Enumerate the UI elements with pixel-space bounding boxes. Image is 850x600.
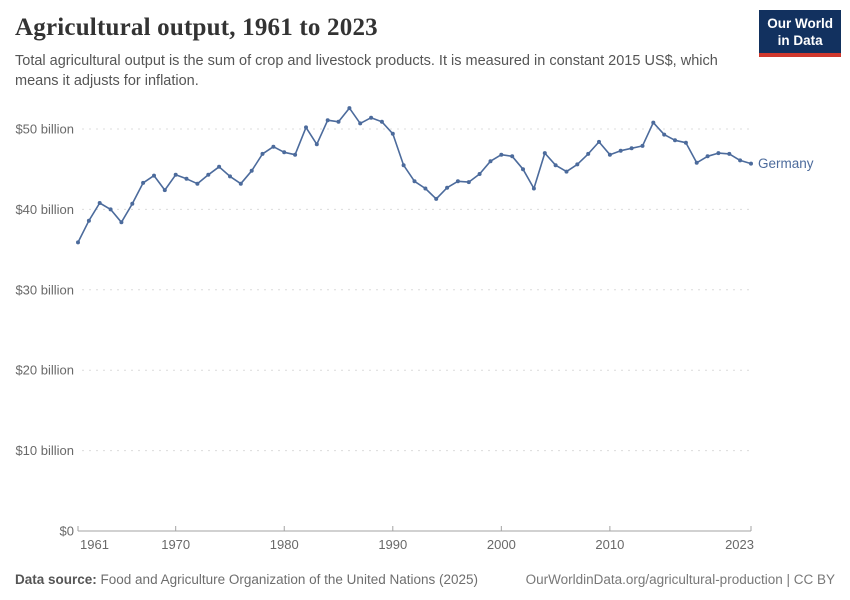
data-point: [542, 151, 547, 156]
data-point: [488, 159, 493, 164]
data-point: [347, 106, 352, 111]
data-point: [217, 164, 222, 169]
data-point: [76, 240, 80, 245]
data-point: [694, 160, 699, 165]
data-point: [184, 176, 189, 181]
data-point: [749, 161, 753, 166]
data-point: [228, 174, 232, 179]
data-point: [119, 220, 124, 225]
y-axis-tick-label: $20 billion: [15, 363, 74, 378]
entity-label-germany: Germany: [758, 156, 814, 171]
data-point: [108, 207, 113, 212]
data-point: [629, 146, 634, 151]
data-point: [727, 151, 732, 156]
data-line-germany: [77, 107, 752, 244]
chart-footer: Data source: Food and Agriculture Organi…: [15, 572, 835, 587]
data-point: [477, 172, 482, 176]
data-point: [499, 152, 504, 157]
data-point: [206, 172, 211, 177]
data-point: [575, 162, 580, 167]
data-point: [651, 120, 656, 125]
data-point: [271, 144, 276, 149]
data-point: [586, 151, 591, 156]
data-point: [249, 168, 254, 173]
data-point: [314, 142, 319, 147]
owid-logo: Our World in Data: [759, 10, 841, 57]
data-point: [369, 115, 374, 120]
data-point: [379, 119, 384, 124]
data-point: [445, 185, 450, 190]
data-point: [455, 179, 460, 184]
x-axis-tick-label: 1980: [270, 537, 299, 552]
data-point: [423, 186, 428, 191]
data-point: [152, 173, 156, 178]
data-source-label: Data source:: [15, 572, 97, 587]
footer-url-license: OurWorldinData.org/agricultural-producti…: [525, 572, 835, 587]
data-point: [97, 201, 102, 205]
data-point: [336, 119, 341, 124]
data-point: [141, 180, 146, 185]
data-point: [553, 163, 558, 168]
data-point: [683, 140, 688, 145]
data-point: [597, 139, 601, 144]
data-point: [705, 154, 710, 159]
data-point: [466, 180, 471, 185]
data-point: [173, 172, 178, 177]
data-point: [412, 179, 417, 184]
x-axis-tick-label: 1970: [161, 537, 190, 552]
y-axis-tick-label: $0: [60, 524, 74, 539]
data-point: [195, 181, 200, 186]
data-point: [325, 118, 330, 123]
data-point: [607, 152, 612, 157]
data-point: [738, 158, 743, 163]
x-axis-tick-label: 2000: [487, 537, 516, 552]
data-point: [531, 186, 536, 191]
x-axis-tick-label: 1961: [80, 537, 109, 552]
data-point: [716, 151, 721, 156]
data-point: [521, 167, 525, 172]
data-point: [130, 201, 135, 206]
data-point: [282, 150, 287, 155]
data-point: [510, 154, 515, 159]
data-point: [640, 143, 645, 148]
x-axis-tick-label: 2023: [725, 537, 754, 552]
data-point: [260, 151, 265, 156]
data-point: [673, 138, 677, 143]
logo-line-1: Our World: [767, 16, 833, 31]
x-axis-tick-label: 1990: [378, 537, 407, 552]
data-point: [401, 163, 406, 168]
y-axis-tick-label: $30 billion: [15, 282, 74, 297]
chart-title: Agricultural output, 1961 to 2023: [15, 14, 378, 41]
data-point: [662, 132, 667, 137]
data-point: [304, 125, 308, 130]
data-point: [293, 152, 298, 157]
y-axis-tick-label: $50 billion: [15, 122, 74, 137]
y-axis-tick-label: $40 billion: [15, 202, 74, 217]
data-source: Data source: Food and Agriculture Organi…: [15, 572, 478, 587]
y-axis-tick-label: $10 billion: [15, 443, 74, 458]
data-point: [162, 188, 167, 193]
data-point: [238, 181, 243, 186]
data-point: [86, 218, 91, 223]
data-point: [434, 196, 439, 201]
x-axis-tick-label: 2010: [595, 537, 624, 552]
data-point: [358, 121, 363, 126]
data-point: [564, 169, 569, 174]
data-point: [618, 148, 623, 153]
logo-line-2: in Data: [777, 33, 823, 49]
data-point: [390, 131, 395, 136]
data-source-text: Food and Agriculture Organization of the…: [96, 572, 479, 587]
chart-subtitle: Total agricultural output is the sum of …: [15, 53, 718, 89]
